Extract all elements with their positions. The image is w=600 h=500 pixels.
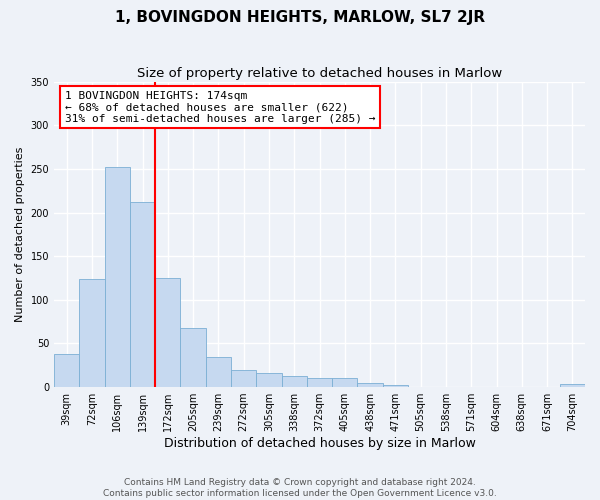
- Text: Contains HM Land Registry data © Crown copyright and database right 2024.
Contai: Contains HM Land Registry data © Crown c…: [103, 478, 497, 498]
- Bar: [231, 370, 256, 387]
- Bar: [181, 328, 206, 387]
- Bar: [104, 167, 130, 387]
- Bar: [560, 384, 585, 387]
- Text: 1, BOVINGDON HEIGHTS, MARLOW, SL7 2JR: 1, BOVINGDON HEIGHTS, MARLOW, SL7 2JR: [115, 10, 485, 25]
- Bar: [155, 278, 181, 387]
- Bar: [383, 386, 408, 387]
- Bar: [79, 279, 104, 387]
- Bar: [54, 354, 79, 387]
- Y-axis label: Number of detached properties: Number of detached properties: [15, 146, 25, 322]
- Title: Size of property relative to detached houses in Marlow: Size of property relative to detached ho…: [137, 68, 502, 80]
- Bar: [206, 356, 231, 387]
- Bar: [281, 376, 307, 387]
- Bar: [256, 373, 281, 387]
- Bar: [358, 382, 383, 387]
- Bar: [130, 202, 155, 387]
- X-axis label: Distribution of detached houses by size in Marlow: Distribution of detached houses by size …: [164, 437, 475, 450]
- Bar: [307, 378, 332, 387]
- Text: 1 BOVINGDON HEIGHTS: 174sqm
← 68% of detached houses are smaller (622)
31% of se: 1 BOVINGDON HEIGHTS: 174sqm ← 68% of det…: [65, 91, 375, 124]
- Bar: [332, 378, 358, 387]
